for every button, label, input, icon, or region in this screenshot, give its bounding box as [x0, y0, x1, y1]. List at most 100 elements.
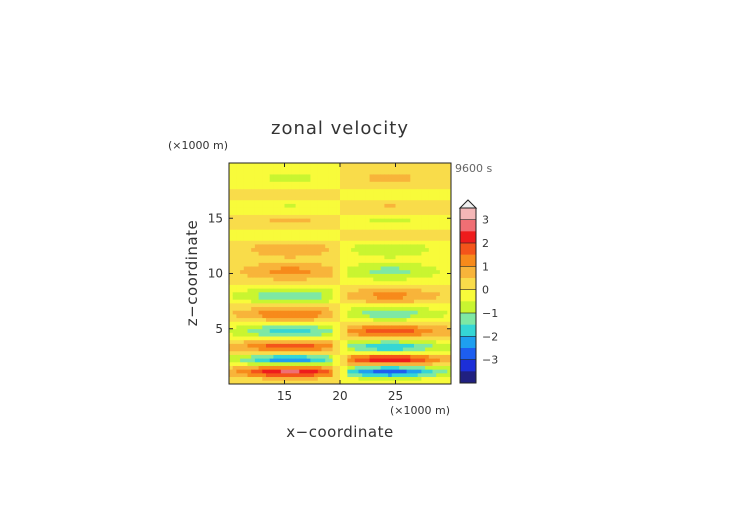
- field-cell: [258, 181, 263, 186]
- field-cell: [291, 376, 296, 381]
- field-cell: [288, 218, 293, 223]
- field-cell: [332, 288, 337, 293]
- field-cell: [295, 306, 300, 311]
- field-cell: [332, 347, 337, 352]
- field-cell: [269, 269, 274, 274]
- field-cell: [310, 358, 315, 363]
- field-cell: [314, 273, 319, 278]
- field-cell: [358, 302, 363, 308]
- field-cell: [247, 244, 252, 249]
- field-cell: [303, 269, 308, 274]
- field-cell: [236, 196, 241, 201]
- field-cell: [380, 207, 385, 212]
- field-cell: [280, 185, 285, 190]
- field-cell: [425, 314, 430, 319]
- field-cell: [369, 236, 374, 241]
- field-cell: [262, 314, 267, 319]
- field-cell: [395, 358, 400, 363]
- field-cell: [354, 273, 359, 278]
- field-cell: [314, 207, 319, 212]
- field-cell: [447, 210, 452, 215]
- field-cell: [369, 361, 374, 366]
- field-cell: [439, 299, 444, 304]
- field-cell: [306, 347, 311, 352]
- field-cell: [373, 170, 378, 175]
- field-cell: [421, 347, 426, 352]
- field-cell: [362, 317, 367, 322]
- field-cell: [266, 350, 271, 355]
- field-cell: [243, 188, 248, 193]
- field-cell: [417, 177, 422, 182]
- field-cell: [443, 310, 448, 315]
- field-cell: [436, 325, 441, 330]
- field-cell: [291, 207, 296, 212]
- field-cell: [254, 354, 259, 359]
- field-cell: [391, 291, 396, 296]
- field-cell: [402, 332, 407, 337]
- field-cell: [347, 284, 352, 289]
- field-cell: [406, 207, 411, 212]
- field-cell: [254, 277, 259, 282]
- field-cell: [317, 177, 322, 182]
- field-cell: [229, 247, 234, 252]
- field-cell: [447, 196, 452, 201]
- field-cell: [432, 336, 437, 341]
- y-axis-unit: (×1000 m): [168, 139, 228, 152]
- field-cell: [410, 221, 415, 227]
- field-cell: [273, 163, 278, 168]
- colorbar-swatch: [460, 231, 476, 244]
- field-cell: [388, 214, 393, 219]
- field-cell: [369, 174, 374, 179]
- field-cell: [402, 339, 407, 344]
- field-cell: [358, 328, 363, 333]
- field-cell: [354, 236, 359, 241]
- field-cell: [243, 325, 248, 330]
- field-cell: [291, 240, 296, 245]
- field-cell: [436, 214, 441, 219]
- field-cell: [229, 376, 234, 381]
- field-cell: [343, 236, 348, 241]
- field-cell: [380, 210, 385, 215]
- field-cell: [251, 277, 256, 282]
- field-cell: [443, 273, 448, 278]
- field-cell: [399, 354, 404, 359]
- field-cell: [240, 174, 245, 179]
- field-cell: [421, 218, 426, 223]
- field-cell: [232, 247, 237, 252]
- field-cell: [288, 361, 293, 366]
- field-cell: [317, 207, 322, 212]
- field-cell: [377, 236, 382, 241]
- field-cell: [369, 380, 374, 385]
- field-cell: [373, 247, 378, 252]
- field-cell: [447, 221, 452, 227]
- field-cell: [288, 336, 293, 341]
- field-cell: [310, 339, 315, 344]
- field-cell: [402, 251, 407, 256]
- field-cell: [232, 310, 237, 315]
- field-cell: [399, 369, 404, 374]
- field-cell: [303, 354, 308, 359]
- field-cell: [258, 192, 263, 197]
- field-cell: [395, 336, 400, 341]
- field-cell: [273, 273, 278, 278]
- field-cell: [425, 214, 430, 219]
- field-cell: [362, 185, 367, 190]
- field-cell: [277, 321, 282, 326]
- field-cell: [365, 203, 370, 208]
- field-cell: [388, 321, 393, 326]
- field-cell: [299, 314, 304, 319]
- field-cell: [317, 380, 322, 385]
- field-cell: [395, 199, 400, 204]
- field-cell: [269, 299, 274, 304]
- velocity-field: [229, 163, 452, 385]
- field-cell: [269, 266, 274, 271]
- field-cell: [328, 210, 333, 215]
- field-cell: [410, 244, 415, 249]
- field-cell: [417, 192, 422, 197]
- field-cell: [284, 306, 289, 311]
- field-cell: [328, 240, 333, 245]
- field-cell: [273, 247, 278, 252]
- field-cell: [229, 273, 234, 278]
- field-cell: [266, 225, 271, 230]
- field-cell: [240, 317, 245, 322]
